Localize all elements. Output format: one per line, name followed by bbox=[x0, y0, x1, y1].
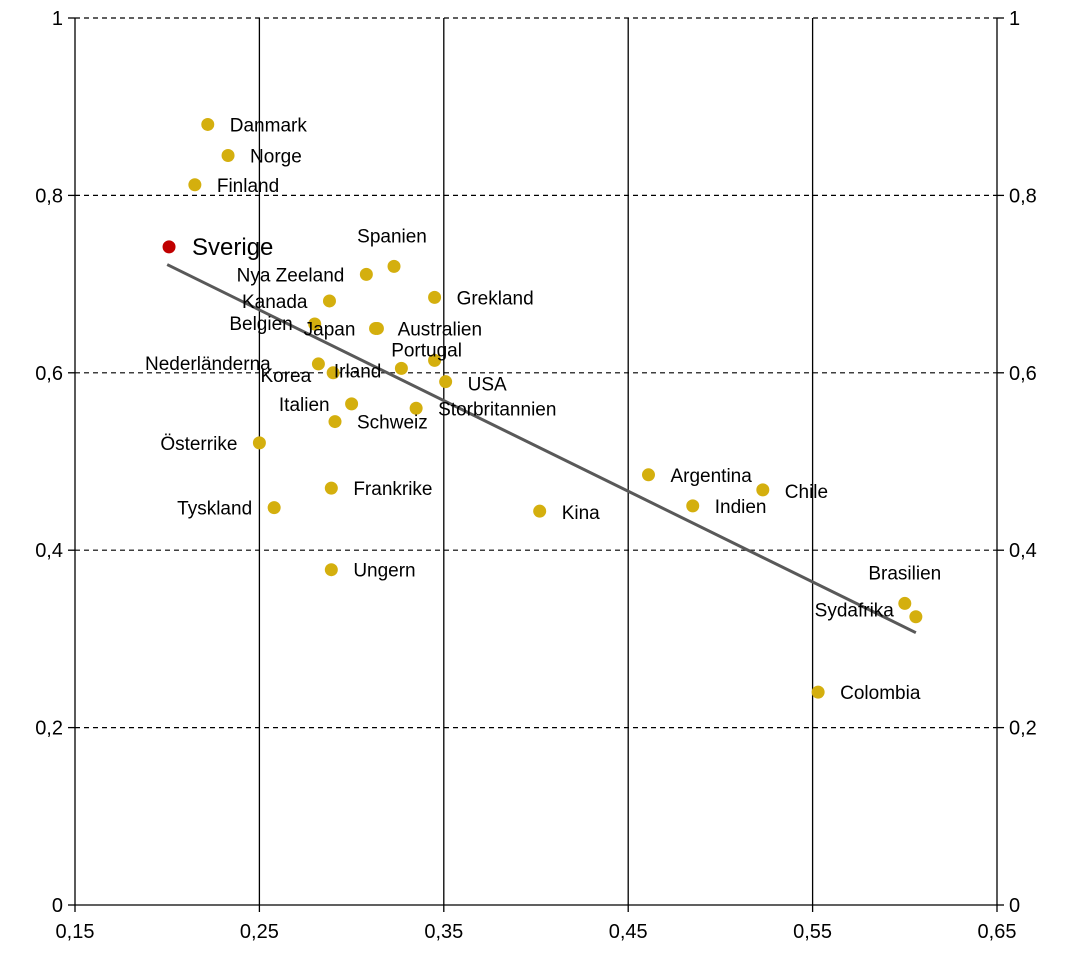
data-point-storbritannien bbox=[409, 401, 423, 415]
x-tick-label: 0,25 bbox=[240, 921, 279, 943]
data-label-schweiz: Schweiz bbox=[357, 413, 428, 434]
data-point-kina bbox=[533, 504, 547, 518]
data-label-kina: Kina bbox=[562, 503, 600, 524]
y-tick-label-right: 0,2 bbox=[1009, 718, 1037, 740]
data-label-portugal: Portugal bbox=[391, 340, 462, 361]
x-tick-label: 0,55 bbox=[793, 921, 832, 943]
data-point-österrike bbox=[252, 436, 266, 450]
data-label-belgien: Belgien bbox=[229, 314, 292, 335]
data-label-frankrike: Frankrike bbox=[353, 479, 432, 500]
x-tick-label: 0,35 bbox=[424, 921, 463, 943]
data-label-japan: Japan bbox=[304, 319, 356, 340]
y-tick-label-left: 0,2 bbox=[35, 718, 63, 740]
data-point-grekland bbox=[428, 290, 442, 304]
data-label-kanada: Kanada bbox=[242, 292, 308, 313]
data-point-irland bbox=[394, 361, 408, 375]
data-point-chile bbox=[756, 483, 770, 497]
data-point-ungern bbox=[324, 563, 338, 577]
data-label-sydafrika: Sydafrika bbox=[815, 601, 895, 622]
data-label-chile: Chile bbox=[785, 482, 828, 503]
data-point-frankrike bbox=[324, 481, 338, 495]
data-point-korea bbox=[326, 366, 340, 380]
data-label-österrike: Österrike bbox=[160, 434, 237, 455]
data-point-italien bbox=[345, 397, 359, 411]
y-tick-label-right: 1 bbox=[1009, 8, 1020, 30]
data-point-portugal bbox=[428, 353, 442, 367]
x-tick-label: 0,15 bbox=[56, 921, 95, 943]
y-tick-label-left: 0 bbox=[52, 895, 63, 917]
data-point-colombia bbox=[811, 685, 825, 699]
trendline-layer bbox=[166, 263, 917, 635]
data-points bbox=[162, 117, 923, 699]
data-label-indien: Indien bbox=[715, 497, 767, 518]
data-point-tyskland bbox=[267, 501, 281, 515]
axes bbox=[68, 17, 1004, 912]
data-point-norge bbox=[221, 148, 235, 162]
data-label-norge: Norge bbox=[250, 146, 302, 167]
data-label-nederländerna: Nederländerna bbox=[145, 354, 271, 375]
data-label-brasilien: Brasilien bbox=[868, 563, 941, 584]
data-label-australien: Australien bbox=[398, 319, 483, 340]
data-label-irland: Irland bbox=[334, 361, 382, 382]
x-tick-label: 0,45 bbox=[609, 921, 648, 943]
data-label-spanien: Spanien bbox=[357, 226, 427, 247]
data-point-usa bbox=[439, 375, 453, 389]
data-label-sverige: Sverige bbox=[192, 234, 273, 261]
data-label-argentina: Argentina bbox=[670, 466, 752, 487]
data-point-schweiz bbox=[328, 415, 342, 429]
tick-labels: 0,15 0,25 0,35 0,45 0,55 0,65 0 0 0,2 0,2 0,4 0,4 0,… bbox=[35, 8, 1037, 943]
data-labels: Sverige Danmark Norge Finland Spanien Nya Zee… bbox=[145, 115, 941, 704]
data-label-grekland: Grekland bbox=[457, 288, 534, 309]
data-point-indien bbox=[686, 499, 700, 513]
data-point-belgien bbox=[308, 317, 322, 331]
data-point-sydafrika bbox=[909, 610, 923, 624]
data-point-sverige bbox=[162, 240, 176, 254]
data-point-nya-zeeland bbox=[359, 267, 373, 281]
data-point-nederländerna bbox=[311, 357, 325, 371]
data-label-danmark: Danmark bbox=[230, 115, 308, 136]
data-point-australien bbox=[369, 321, 383, 335]
data-label-colombia: Colombia bbox=[840, 683, 921, 704]
data-point-danmark bbox=[201, 117, 215, 131]
y-tick-label-right: 0,4 bbox=[1009, 540, 1037, 562]
data-label-ungern: Ungern bbox=[353, 561, 415, 582]
data-label-korea: Korea bbox=[260, 366, 311, 387]
data-point-kanada bbox=[322, 294, 336, 308]
data-label-italien: Italien bbox=[279, 395, 330, 416]
y-tick-label-right: 0 bbox=[1009, 895, 1020, 917]
data-label-tyskland: Tyskland bbox=[177, 499, 252, 520]
y-tick-label-right: 0,8 bbox=[1009, 185, 1037, 207]
data-label-finland: Finland bbox=[217, 176, 279, 197]
y-tick-label-left: 0,4 bbox=[35, 540, 63, 562]
y-tick-label-left: 0,6 bbox=[35, 363, 63, 385]
data-point-brasilien bbox=[898, 596, 912, 610]
data-label-usa: USA bbox=[468, 375, 507, 396]
data-label-nya-zeeland: Nya Zeeland bbox=[237, 265, 345, 286]
data-label-storbritannien: Storbritannien bbox=[438, 399, 556, 420]
data-point-finland bbox=[188, 178, 202, 192]
data-point-spanien bbox=[387, 259, 401, 273]
x-tick-label: 0,65 bbox=[978, 921, 1017, 943]
y-tick-label-left: 0,8 bbox=[35, 185, 63, 207]
trendline bbox=[166, 263, 917, 635]
grid-lines bbox=[75, 17, 997, 905]
data-point-argentina bbox=[641, 468, 655, 482]
y-tick-label-left: 1 bbox=[52, 8, 63, 30]
y-tick-label-right: 0,6 bbox=[1009, 363, 1037, 385]
